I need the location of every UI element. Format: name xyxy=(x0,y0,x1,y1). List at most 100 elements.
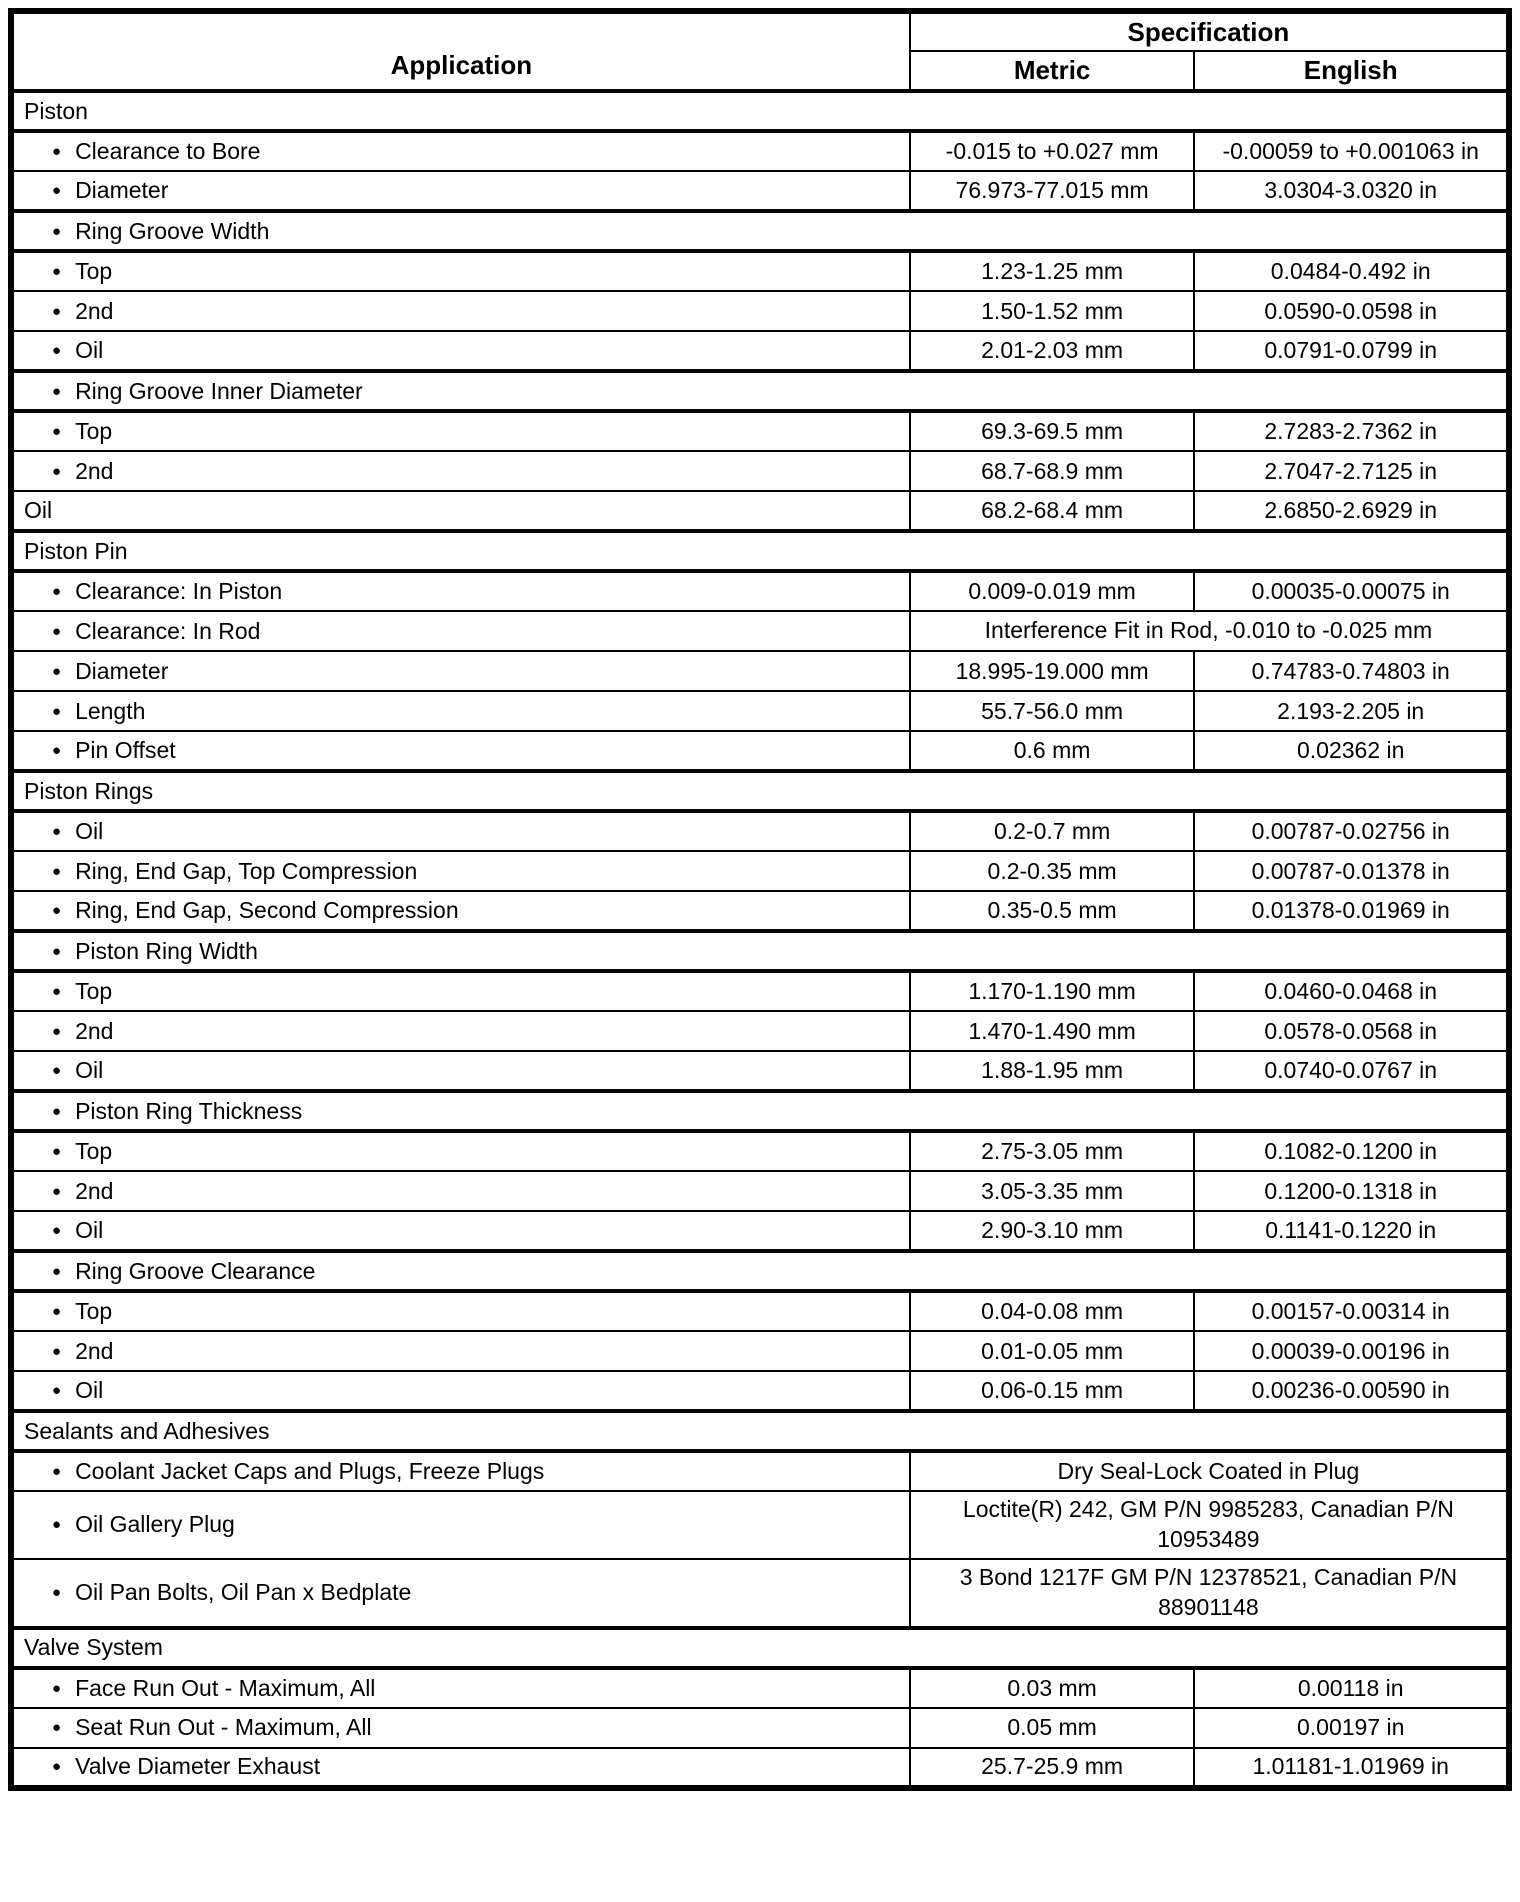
row-label: Ring Groove Clearance xyxy=(75,1257,316,1284)
application-label-wrap: ● Diameter xyxy=(14,177,909,204)
bullet-icon: ● xyxy=(52,1758,62,1776)
application-label-wrap: ● Ring, End Gap, Top Compression xyxy=(14,858,909,885)
application-label-wrap: Piston xyxy=(14,98,1506,125)
application-cell: ● Oil xyxy=(10,810,911,852)
row-label: Ring, End Gap, Top Compression xyxy=(75,857,418,884)
spec-row: ● Top 0.04-0.08 mm 0.00157-0.00314 in xyxy=(10,1290,1510,1332)
application-label-wrap: ● Diameter xyxy=(14,658,909,685)
row-label: 2nd xyxy=(75,457,114,484)
bullet-icon: ● xyxy=(52,462,62,480)
bullet-icon: ● xyxy=(52,263,62,280)
row-label: Piston Ring Thickness xyxy=(75,1097,303,1124)
spec-row: ● Face Run Out - Maximum, All 0.03 mm 0.001… xyxy=(10,1666,1510,1709)
bullet-icon: ● xyxy=(52,823,62,840)
bullet-icon: ● xyxy=(52,742,62,759)
english-cell: 0.01378-0.01969 in xyxy=(1193,890,1510,932)
application-label-wrap: ● 2nd xyxy=(14,298,909,325)
bullet-icon: ● xyxy=(52,1719,62,1737)
header-row-units: Metric English xyxy=(11,50,1510,93)
row-label: Clearance: In Piston xyxy=(75,578,283,604)
application-cell: ● 2nd xyxy=(10,1330,911,1372)
spec-row: ● Ring, End Gap, Second Compression 0.35-0… xyxy=(10,890,1510,932)
application-label-wrap: ● Seat Run Out - Maximum, All xyxy=(14,1714,909,1741)
row-label: Sealants and Adhesives xyxy=(24,1417,270,1444)
application-cell: ● Diameter xyxy=(10,170,911,212)
metric-cell: 69.3-69.5 mm xyxy=(908,410,1196,452)
row-label: Top xyxy=(75,258,113,284)
bullet-icon: ● xyxy=(52,302,62,320)
header-specification: Specification xyxy=(908,10,1511,52)
english-cell: 0.00787-0.01378 in xyxy=(1193,850,1510,892)
application-label-wrap: ● Oil Gallery Plug xyxy=(14,1511,909,1538)
subsection-row: ● Piston Ring Width xyxy=(10,929,1510,973)
application-cell: ● Top xyxy=(10,1290,911,1332)
english-cell: 0.74783-0.74803 in xyxy=(1193,650,1510,692)
bullet-icon: ● xyxy=(52,622,62,640)
english-cell: 2.7047-2.7125 in xyxy=(1193,450,1510,492)
application-label-wrap: ● Coolant Jacket Caps and Plugs, Freeze P… xyxy=(14,1458,909,1485)
application-label-wrap: ● Top xyxy=(14,978,909,1005)
english-cell: 0.0791-0.0799 in xyxy=(1193,330,1510,372)
row-label: Seat Run Out - Maximum, All xyxy=(75,1714,372,1741)
metric-cell: 0.6 mm xyxy=(908,730,1196,772)
spec-row: ● Oil 0.2-0.7 mm 0.00787-0.02756 in xyxy=(10,810,1510,852)
spec-value-cell: Loctite(R) 242, GM P/N 9985283, Canadian… xyxy=(908,1490,1511,1560)
application-cell: ● 2nd xyxy=(10,450,911,492)
application-cell: ● Oil Gallery Plug xyxy=(10,1490,911,1560)
spec-value-cell: 3 Bond 1217F GM P/N 12378521, Canadian P… xyxy=(908,1557,1511,1629)
section-row: Valve System xyxy=(10,1625,1510,1670)
application-cell: ● 2nd xyxy=(10,290,911,332)
spec-row: ● Clearance: In Rod Interference Fit in Ro… xyxy=(10,610,1511,652)
english-cell: 0.00035-0.00075 in xyxy=(1193,570,1510,612)
metric-cell: 68.7-68.9 mm xyxy=(908,450,1196,492)
bullet-icon: ● xyxy=(52,1342,62,1360)
section-row: Piston Rings xyxy=(10,769,1510,813)
bullet-icon: ● xyxy=(52,583,62,600)
application-cell: ● Top xyxy=(10,1130,911,1172)
row-label: Oil Gallery Plug xyxy=(75,1511,235,1538)
application-cell: ● Oil xyxy=(10,1210,911,1252)
spec-row: ● Seat Run Out - Maximum, All 0.05 mm 0.001… xyxy=(10,1706,1510,1749)
row-label: Diameter xyxy=(75,657,169,684)
english-cell: 0.1082-0.1200 in xyxy=(1193,1130,1510,1172)
row-label: Ring Groove Width xyxy=(75,217,270,244)
application-cell: ● Ring Groove Inner Diameter xyxy=(10,369,1510,413)
english-cell: 0.00039-0.00196 in xyxy=(1193,1330,1510,1372)
bullet-icon: ● xyxy=(52,1382,62,1399)
bullet-icon: ● xyxy=(52,1143,62,1160)
row-label: Ring, End Gap, Second Compression xyxy=(75,897,459,923)
metric-cell: 55.7-56.0 mm xyxy=(908,690,1196,732)
row-label: Clearance to Bore xyxy=(75,138,261,164)
bullet-icon: ● xyxy=(52,902,62,919)
english-cell: 2.6850-2.6929 in xyxy=(1193,490,1510,532)
application-cell: ● 2nd xyxy=(10,1170,911,1212)
metric-cell: 2.01-2.03 mm xyxy=(908,330,1196,372)
header-english: English xyxy=(1193,50,1510,93)
metric-cell: 18.995-19.000 mm xyxy=(908,650,1196,692)
application-label-wrap: ● Oil Pan Bolts, Oil Pan x Bedplate xyxy=(14,1579,909,1606)
application-cell: Valve System xyxy=(10,1625,1510,1670)
row-label: Valve System xyxy=(24,1634,163,1661)
application-cell: ● 2nd xyxy=(10,1010,911,1052)
application-cell: Piston Rings xyxy=(10,769,1510,813)
application-cell: ● Pin Offset xyxy=(10,730,911,772)
spec-row: ● Top 1.23-1.25 mm 0.0484-0.492 in xyxy=(10,250,1510,292)
spec-row: Oil 68.2-68.4 mm 2.6850-2.6929 in xyxy=(10,490,1510,532)
application-cell: Piston Pin xyxy=(10,529,1510,573)
row-label: Oil xyxy=(24,497,53,523)
subsection-row: ● Ring Groove Clearance xyxy=(10,1249,1510,1293)
application-cell: ● Clearance: In Piston xyxy=(10,570,911,612)
application-label-wrap: ● Piston Ring Thickness xyxy=(14,1098,1506,1125)
application-label-wrap: ● 2nd xyxy=(14,1018,909,1045)
metric-cell: 0.06-0.15 mm xyxy=(908,1370,1196,1412)
row-label: 2nd xyxy=(75,1177,114,1204)
application-cell: ● Ring, End Gap, Second Compression xyxy=(10,890,911,932)
application-cell: ● Oil Pan Bolts, Oil Pan x Bedplate xyxy=(10,1557,911,1629)
spec-row: ● Valve Diameter Exhaust 25.7-25.9 mm 1.011… xyxy=(10,1746,1510,1789)
application-label-wrap: ● 2nd xyxy=(14,1338,909,1365)
application-label-wrap: ● Oil xyxy=(14,1057,909,1084)
row-label: Piston Ring Width xyxy=(75,937,258,964)
bullet-icon: ● xyxy=(52,702,62,720)
bullet-icon: ● xyxy=(52,942,62,960)
row-label: Oil Pan Bolts, Oil Pan x Bedplate xyxy=(75,1579,412,1606)
